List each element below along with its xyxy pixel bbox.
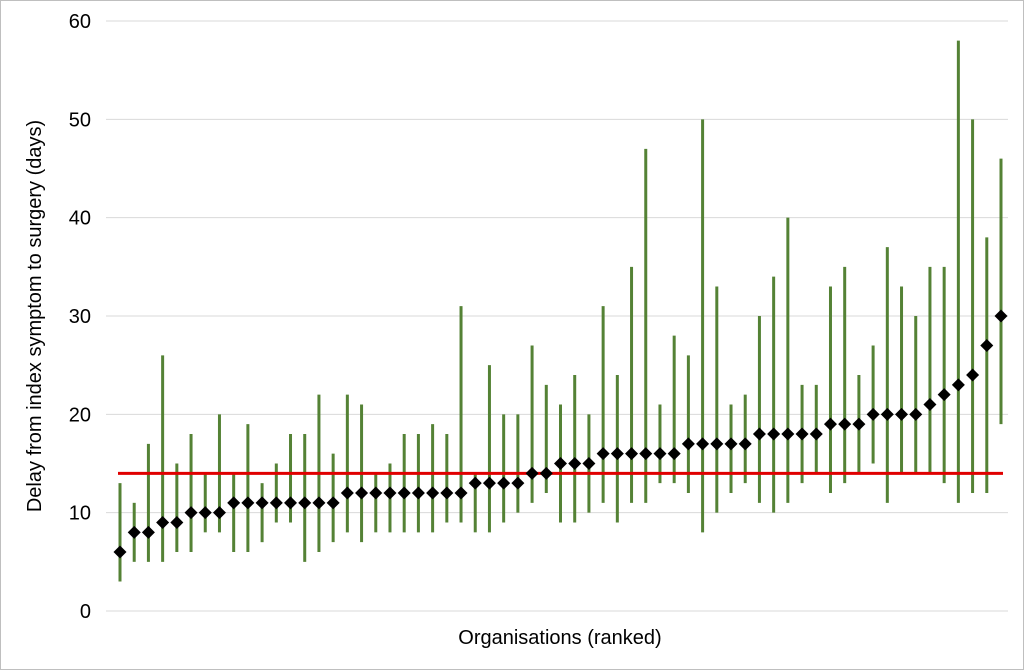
y-tick-label-10: 10 — [69, 503, 91, 525]
point-50 — [809, 427, 823, 441]
point-28 — [497, 476, 511, 490]
point-27 — [482, 476, 496, 490]
point-7 — [198, 506, 212, 520]
point-51 — [823, 417, 837, 431]
point-13 — [284, 496, 298, 510]
y-tick-labels: 0 10 20 30 40 50 60 — [69, 11, 91, 623]
point-59 — [937, 388, 951, 402]
point-19 — [369, 486, 383, 500]
point-63 — [994, 309, 1008, 323]
y-tick-label-50: 50 — [69, 109, 91, 131]
point-57 — [909, 407, 923, 421]
point-48 — [781, 427, 795, 441]
point-22 — [411, 486, 425, 500]
point-30 — [525, 466, 539, 480]
point-33 — [568, 457, 582, 470]
point-12 — [269, 496, 283, 510]
point-14 — [298, 496, 312, 510]
point-24 — [440, 486, 454, 500]
y-axis-title: Delay from index symptom to surgery (day… — [24, 120, 46, 512]
point-11 — [255, 496, 269, 510]
point-45 — [738, 437, 752, 451]
point-61 — [966, 368, 980, 382]
point-62 — [980, 339, 994, 352]
point-35 — [596, 447, 610, 461]
point-52 — [838, 417, 852, 431]
point-3 — [141, 525, 155, 539]
point-15 — [312, 496, 326, 510]
point-39 — [653, 447, 667, 461]
point-17 — [340, 486, 354, 500]
point-9 — [227, 496, 241, 510]
y-tick-label-30: 30 — [69, 306, 91, 328]
point-18 — [355, 486, 369, 500]
point-46 — [752, 427, 766, 441]
point-23 — [426, 486, 440, 500]
intervals — [118, 40, 1003, 582]
y-tick-label-60: 60 — [69, 11, 91, 33]
y-tick-label-40: 40 — [69, 208, 91, 230]
x-axis-title: Organisations (ranked) — [458, 627, 661, 649]
point-36 — [610, 447, 624, 461]
point-42 — [696, 437, 710, 451]
point-40 — [667, 447, 681, 461]
point-25 — [454, 486, 468, 500]
point-49 — [795, 427, 809, 441]
point-20 — [383, 486, 397, 500]
point-4 — [156, 516, 170, 529]
point-6 — [184, 506, 198, 520]
point-47 — [767, 427, 781, 441]
y-tick-label-20: 20 — [69, 404, 91, 426]
point-16 — [326, 496, 340, 510]
point-43 — [710, 437, 724, 451]
point-44 — [724, 437, 738, 451]
point-34 — [582, 457, 596, 470]
point-54 — [866, 407, 880, 421]
point-41 — [681, 437, 695, 451]
point-5 — [170, 516, 184, 529]
point-26 — [468, 476, 482, 490]
point-56 — [895, 407, 909, 421]
point-2 — [127, 525, 141, 539]
point-37 — [625, 447, 639, 461]
point-38 — [639, 447, 653, 461]
y-tick-label-0: 0 — [80, 601, 91, 623]
point-10 — [241, 496, 255, 510]
point-58 — [923, 398, 937, 411]
point-55 — [880, 407, 894, 421]
point-21 — [397, 486, 411, 500]
point-60 — [951, 378, 965, 392]
point-1 — [113, 545, 127, 559]
gridlines — [106, 20, 1008, 612]
point-8 — [212, 506, 226, 520]
point-29 — [511, 476, 525, 490]
point-32 — [554, 457, 567, 470]
point-53 — [852, 417, 866, 431]
points — [113, 309, 1008, 559]
point-31 — [539, 466, 553, 480]
